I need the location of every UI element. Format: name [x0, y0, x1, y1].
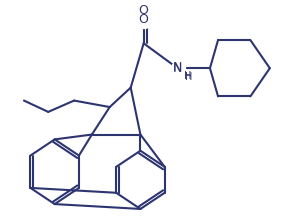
Text: N: N — [173, 61, 182, 74]
Text: H: H — [185, 72, 193, 82]
Text: N: N — [173, 62, 182, 75]
Text: O: O — [139, 4, 148, 17]
Text: O: O — [139, 13, 148, 26]
Text: H: H — [184, 71, 192, 81]
